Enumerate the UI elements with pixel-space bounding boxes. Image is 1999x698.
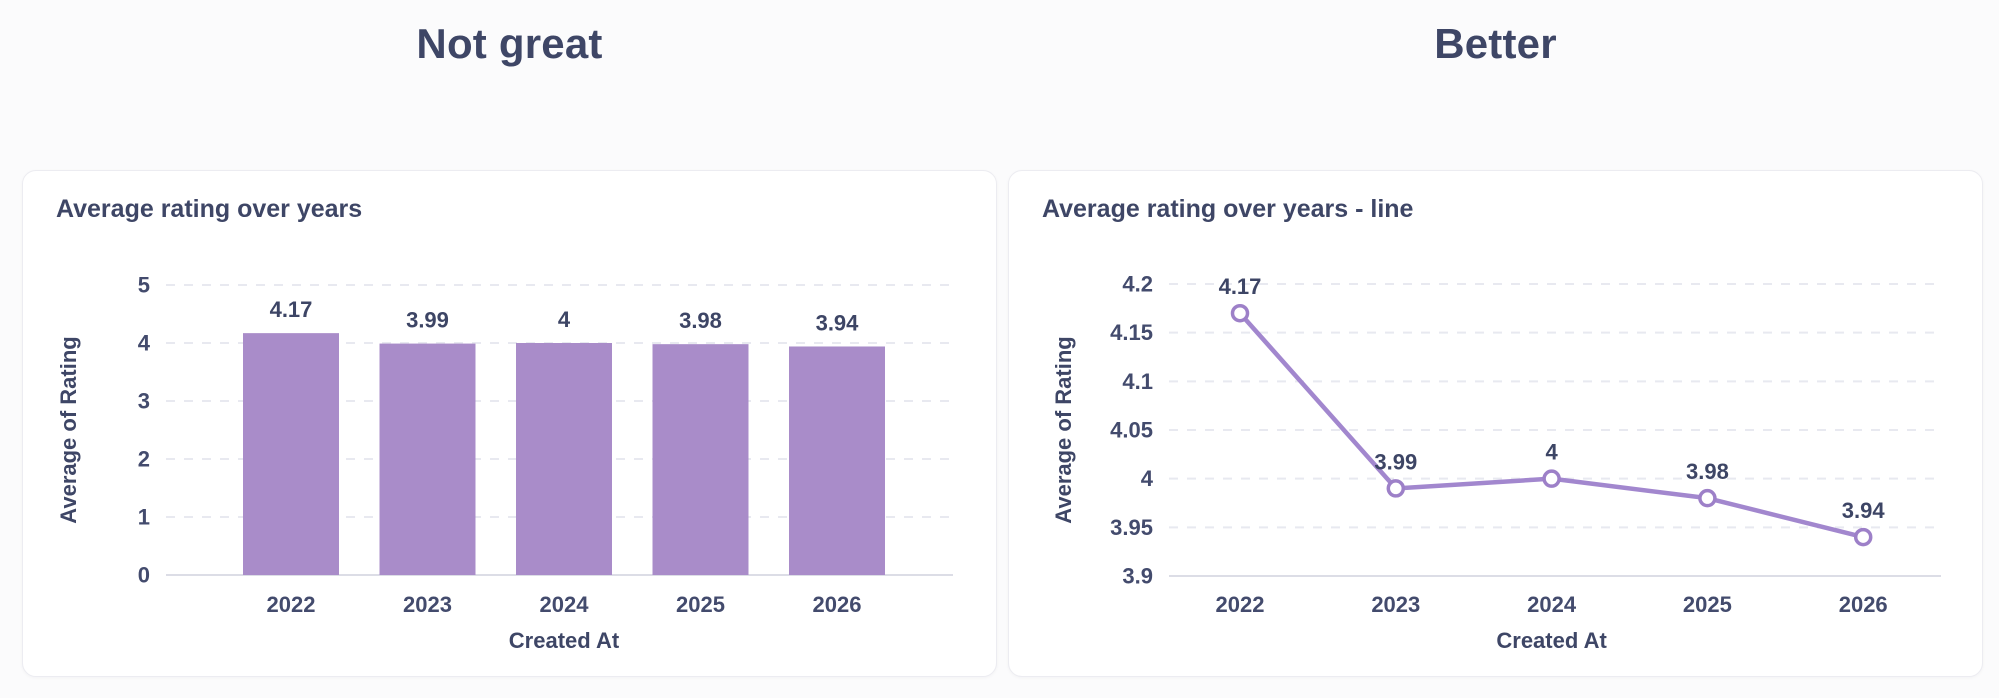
bar-value-label: 4.17 (270, 297, 313, 322)
bar-chart[interactable]: 0 1 2 3 4 5 4.17 3.99 4 3.98 3.94 2022 2023 2024 2025 2… (23, 171, 998, 678)
line-series (1237, 310, 1866, 540)
bar[interactable] (243, 333, 339, 575)
y-tick-label: 3 (138, 389, 150, 414)
bar-value-label: 3.98 (679, 308, 722, 333)
line-chart[interactable]: 3.9 3.95 4 4.05 4.1 4.15 4.2 4.17 3.99 4 3.98 3.94 2… (1009, 171, 1984, 678)
y-tick-label: 5 (138, 273, 150, 298)
bar-value-label: 4 (558, 307, 571, 332)
x-tick-label: 2025 (1683, 592, 1732, 617)
y-tick-label: 3.9 (1122, 564, 1153, 589)
point-value-label: 4.17 (1219, 274, 1262, 299)
x-axis-title: Created At (509, 628, 620, 653)
y-axis-title: Average of Rating (1051, 336, 1076, 523)
point-value-label: 3.99 (1374, 449, 1417, 474)
y-tick-label: 0 (138, 563, 150, 588)
bar-value-label: 3.99 (406, 308, 449, 333)
data-point[interactable] (1386, 479, 1406, 498)
point-value-label: 3.98 (1686, 459, 1729, 484)
y-tick-label: 4.15 (1110, 320, 1153, 345)
bar-chart-title: Average rating over years (56, 195, 363, 223)
bar[interactable] (516, 343, 612, 575)
y-tick-label: 4.2 (1122, 272, 1153, 297)
heading-better: Better (1434, 20, 1557, 67)
x-tick-label: 2022 (267, 592, 316, 617)
line-chart-title: Average rating over years - line (1042, 195, 1414, 223)
y-tick-label: 4 (138, 331, 151, 356)
data-point[interactable] (1230, 303, 1250, 323)
y-tick-label: 1 (138, 505, 150, 530)
data-point[interactable] (1853, 527, 1873, 547)
bar[interactable] (789, 346, 885, 575)
y-tick-label: 4.1 (1122, 369, 1153, 394)
point-value-label: 4 (1545, 440, 1558, 465)
line-chart-card: Average rating over years - line 3.9 3.95… (1008, 170, 1983, 677)
x-tick-label: 2022 (1216, 592, 1265, 617)
bar[interactable] (652, 344, 749, 575)
bar-value-label: 3.94 (816, 310, 860, 335)
heading-not-great: Not great (416, 20, 603, 67)
x-tick-label: 2026 (1839, 592, 1888, 617)
point-value-label: 3.94 (1842, 498, 1886, 523)
x-tick-label: 2024 (540, 592, 590, 617)
y-tick-label: 2 (138, 447, 150, 472)
x-tick-label: 2023 (1371, 592, 1420, 617)
x-axis-title: Created At (1496, 628, 1607, 653)
y-axis-title: Average of Rating (56, 336, 81, 523)
y-tick-label: 4 (1141, 466, 1154, 491)
x-tick-label: 2026 (813, 592, 862, 617)
x-tick-label: 2025 (676, 592, 725, 617)
x-tick-label: 2024 (1527, 592, 1577, 617)
bar[interactable] (379, 343, 476, 575)
x-tick-label: 2023 (403, 592, 452, 617)
y-tick-label: 4.05 (1110, 418, 1153, 443)
data-point[interactable] (1542, 469, 1561, 488)
bar-chart-card: Average rating over years 0 1 2 3 4 5 4.17 3.99… (22, 170, 997, 677)
data-point[interactable] (1698, 488, 1717, 508)
y-tick-label: 3.95 (1110, 515, 1153, 540)
